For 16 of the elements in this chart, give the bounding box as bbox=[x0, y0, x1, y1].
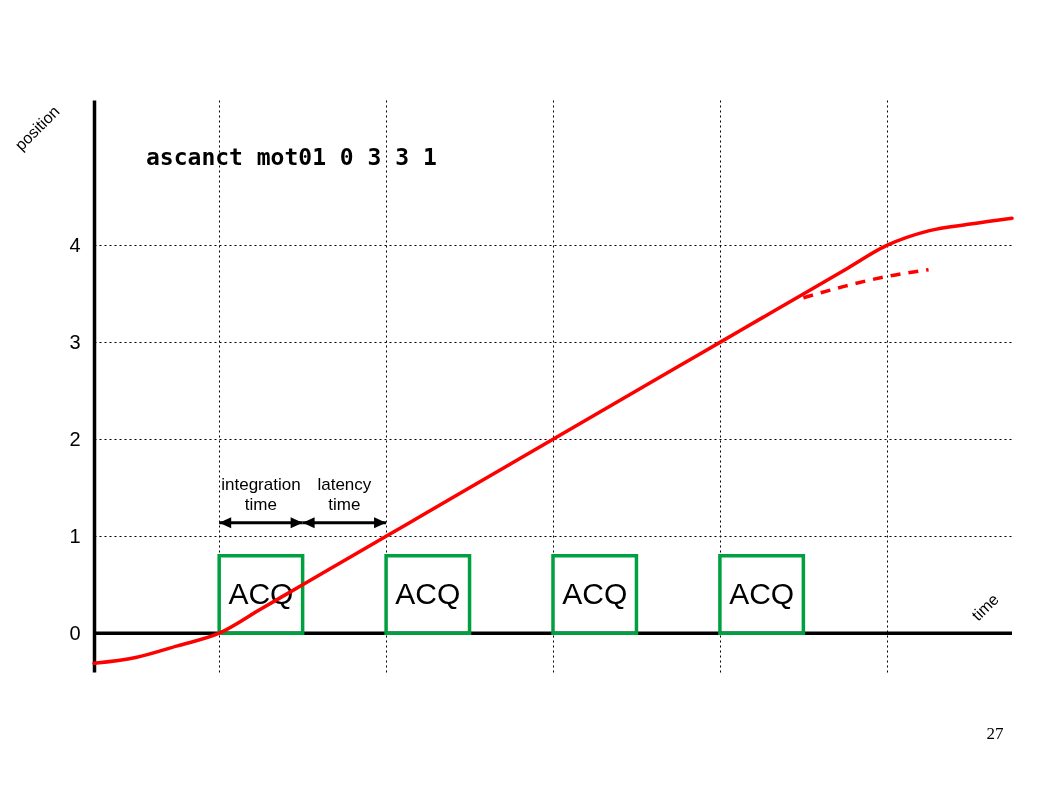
line-series bbox=[92, 216, 1014, 666]
y-tick-label: 2 bbox=[69, 427, 81, 450]
line-series bbox=[801, 267, 931, 300]
x-axis-title: time bbox=[968, 590, 1002, 624]
y-tick-label: 0 bbox=[69, 621, 81, 644]
data-label: ACQ bbox=[395, 576, 461, 610]
y-tick-label: 3 bbox=[69, 330, 81, 353]
data-label: ACQ bbox=[562, 576, 628, 610]
data-label: ACQ bbox=[729, 576, 795, 610]
text: ascanct mot01 0 3 3 1 bbox=[146, 144, 437, 170]
annotation: latency time bbox=[317, 474, 372, 514]
annotation: integration time bbox=[221, 474, 301, 514]
text: 27 bbox=[986, 724, 1004, 743]
data-label: ACQ bbox=[228, 576, 294, 610]
y-tick-label: 1 bbox=[69, 524, 81, 547]
y-tick-label: 4 bbox=[69, 233, 81, 256]
